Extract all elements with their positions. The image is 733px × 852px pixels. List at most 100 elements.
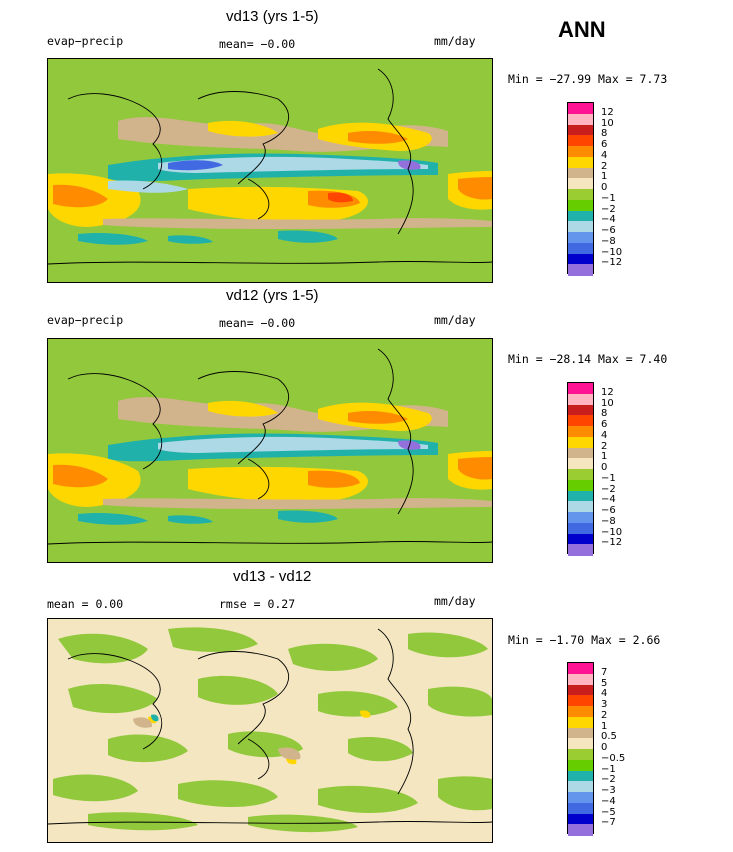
colorbar-swatch (568, 253, 593, 265)
panel-1-map (47, 58, 493, 283)
panel-1-colorbar-swatches (567, 102, 594, 276)
panel-2-title: vd12 (yrs 1-5) (226, 287, 319, 304)
panel-1-left-label: evap−precip (47, 34, 124, 48)
colorbar-tick-label: −8 (601, 515, 616, 527)
panel-1-map-svg (48, 59, 492, 282)
colorbar-tick-label: −7 (601, 817, 616, 829)
colorbar-tick-label: −4 (601, 494, 616, 506)
colorbar-swatch (568, 813, 593, 825)
colorbar-swatch (568, 792, 593, 804)
colorbar-tick-label: −1 (601, 472, 616, 484)
panel-2-colorbar-swatches (567, 382, 594, 556)
colorbar-tick-label: −12 (601, 537, 623, 549)
colorbar-swatch (568, 232, 593, 244)
colorbar-swatch (568, 770, 593, 782)
panel-1-minmax: Min = −27.99 Max = 7.73 (508, 72, 668, 86)
colorbar-tick-label: 4 (601, 149, 608, 161)
colorbar-swatch (568, 759, 593, 771)
colorbar-swatch (568, 479, 593, 491)
colorbar-swatch (568, 383, 593, 395)
colorbar-swatch (568, 695, 593, 707)
panel-2-minmax: Min = −28.14 Max = 7.40 (508, 352, 668, 366)
colorbar-swatch (568, 781, 593, 793)
colorbar-tick-label: 0 (601, 462, 608, 473)
colorbar-tick-label: −4 (601, 795, 616, 807)
colorbar-swatch (568, 103, 593, 115)
colorbar-tick-label: 2 (601, 709, 608, 721)
colorbar-tick-label: −5 (601, 806, 616, 818)
colorbar-tick-label: 7 (601, 666, 608, 678)
panel-2-map (47, 338, 493, 563)
colorbar-tick-label: 10 (601, 397, 614, 409)
colorbar-swatch (568, 684, 593, 696)
colorbar-tick-label: 1 (601, 720, 608, 732)
colorbar-tick-label: −1 (601, 192, 616, 204)
colorbar-swatch (568, 242, 593, 254)
colorbar-tick-label: 4 (601, 429, 608, 441)
colorbar-tick-label: 8 (601, 128, 608, 140)
colorbar-tick-label: −10 (601, 526, 623, 538)
colorbar-swatch (568, 706, 593, 718)
colorbar-tick-label: 2 (601, 440, 608, 452)
panel-2-units-label: mm/day (434, 313, 476, 327)
colorbar-swatch (568, 447, 593, 459)
colorbar-tick-label: −1 (601, 763, 616, 775)
colorbar-swatch (568, 113, 593, 125)
panel-1-mean-label: mean= −0.00 (219, 37, 296, 51)
colorbar-swatch (568, 199, 593, 211)
colorbar-tick-label: −4 (601, 214, 616, 226)
colorbar-swatch (568, 189, 593, 201)
colorbar-swatch (568, 490, 593, 502)
panel-3-map (47, 618, 493, 843)
colorbar-swatch (568, 663, 593, 675)
panel-3-mean-label: mean = 0.00 (47, 597, 124, 611)
colorbar-swatch (568, 210, 593, 222)
colorbar-swatch (568, 178, 593, 190)
panel-2-left-label: evap−precip (47, 313, 124, 327)
colorbar-swatch (568, 824, 593, 836)
colorbar-tick-label: −3 (601, 785, 616, 796)
panel-3-rmse-label: rmse = 0.27 (219, 597, 296, 611)
colorbar-swatch (568, 738, 593, 750)
colorbar-swatch (568, 716, 593, 728)
panel-1-colorbar: 12 10 8 6 4 2 1 0 −1 −2 −4 −6 −8 −10 −12 (567, 102, 637, 276)
colorbar-tick-label: 3 (601, 699, 608, 710)
colorbar-tick-label: −2 (601, 483, 616, 495)
colorbar-tick-label: 5 (601, 677, 608, 689)
panel-3-units-label: mm/day (434, 594, 476, 608)
colorbar-swatch (568, 156, 593, 168)
panel-2-mean-label: mean= −0.00 (219, 316, 296, 330)
colorbar-tick-label: 12 (601, 386, 614, 398)
colorbar-tick-label: 8 (601, 408, 608, 420)
colorbar-tick-label: −2 (601, 203, 616, 215)
panel-3-title: vd13 - vd12 (233, 568, 312, 585)
colorbar-tick-label: 0.5 (601, 731, 617, 743)
colorbar-swatch (568, 673, 593, 685)
colorbar-swatch (568, 264, 593, 276)
season-label: ANN (558, 17, 606, 42)
colorbar-swatch (568, 135, 593, 147)
colorbar-tick-label: −2 (601, 774, 616, 786)
colorbar-swatch (568, 393, 593, 405)
panel-3-map-svg (48, 619, 492, 842)
colorbar-swatch (568, 404, 593, 416)
colorbar-swatch (568, 426, 593, 438)
panel-3-colorbar-swatches (567, 662, 594, 836)
panel-3-colorbar: 7 5 4 3 2 1 0.5 0 −0.5 −1 −2 −3 −4 −5 −7 (567, 662, 637, 836)
colorbar-tick-label: 12 (601, 106, 614, 118)
colorbar-tick-label: 0 (601, 182, 608, 193)
colorbar-tick-label: −10 (601, 246, 623, 258)
colorbar-swatch (568, 415, 593, 427)
colorbar-tick-label: 1 (601, 451, 608, 463)
colorbar-tick-label: −0.5 (601, 752, 626, 764)
colorbar-tick-label: −6 (601, 505, 616, 516)
colorbar-tick-label: −12 (601, 257, 623, 269)
panel-1-units-label: mm/day (434, 34, 476, 48)
colorbar-swatch (568, 501, 593, 513)
colorbar-swatch (568, 167, 593, 179)
colorbar-tick-label: −6 (601, 225, 616, 236)
colorbar-swatch (568, 727, 593, 739)
panel-2-map-svg (48, 339, 492, 562)
panel-1-title: vd13 (yrs 1-5) (226, 8, 319, 25)
colorbar-tick-label: 6 (601, 139, 608, 150)
